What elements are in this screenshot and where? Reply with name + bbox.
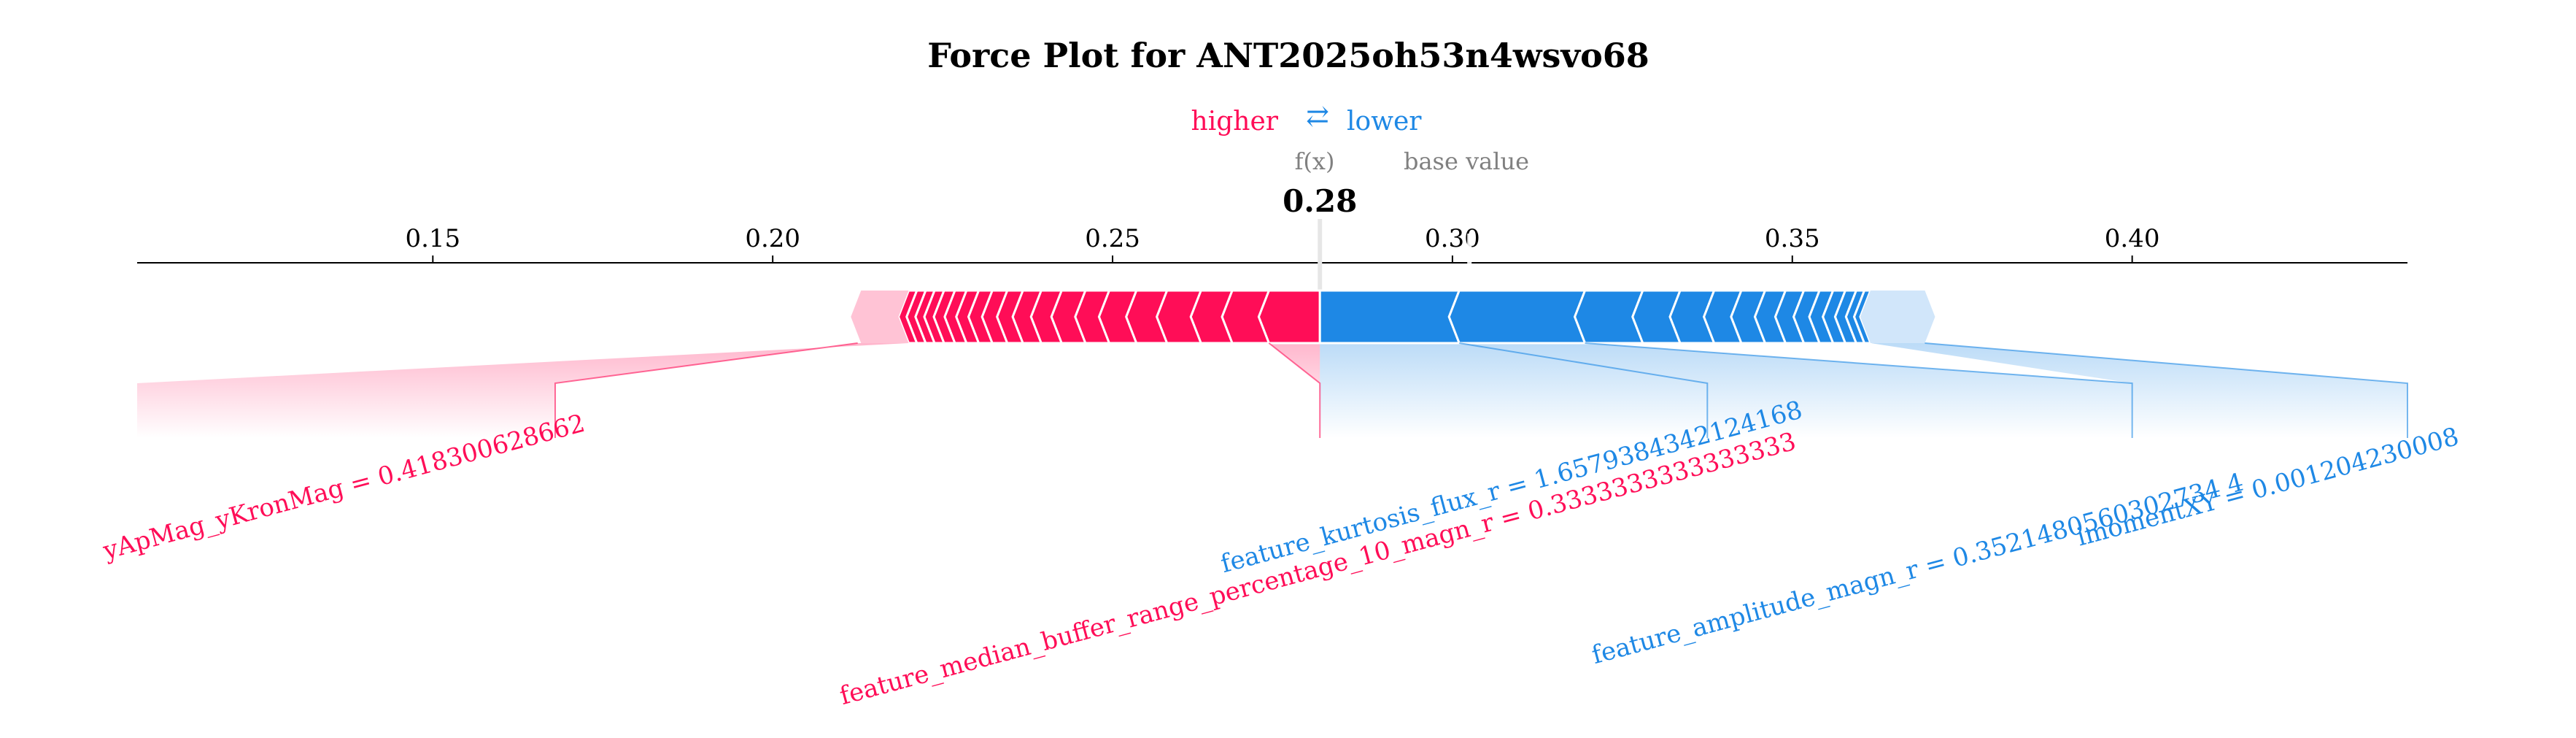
feature-label: feature_amplitude_magn_r = 0.35214805603…	[1589, 468, 2247, 671]
positive-force-segment	[1257, 289, 1321, 345]
connector-line	[1925, 342, 2408, 438]
legend-arrow-icon: ⇄	[1306, 100, 1329, 132]
negative-force-segment	[1447, 289, 1587, 345]
x-tick-label: 0.25	[1085, 224, 1140, 253]
legend-lower-label: lower	[1347, 107, 1422, 137]
connector-line	[1268, 342, 1321, 438]
force-bars	[851, 289, 1935, 345]
x-tick-label: 0.20	[745, 224, 800, 253]
positive-force-tail	[851, 291, 909, 343]
x-tick-label: 0.40	[2105, 224, 2160, 253]
connector-gradient	[1459, 343, 2132, 438]
connector-line	[1459, 342, 1709, 438]
connector-gradient	[1320, 343, 1708, 438]
label-connector-gradients	[137, 343, 2407, 438]
connector-gradient	[1870, 343, 2407, 438]
legend-higher-label: higher	[1191, 107, 1279, 137]
feature-label: feature_median_buffer_range_percentage_1…	[837, 427, 1799, 711]
output-label: f(x)	[1295, 147, 1335, 175]
connector-gradient	[1269, 343, 1320, 438]
connector-line	[554, 342, 858, 438]
x-tick-label: 0.35	[1765, 224, 1820, 253]
negative-force-tail	[1860, 291, 1935, 343]
feature-connectors	[554, 342, 2408, 438]
base-value-label: base value	[1404, 147, 1529, 175]
chart-title: Force Plot for ANT2025oh53n4wsvo68	[927, 36, 1649, 75]
connector-gradient	[137, 343, 909, 438]
connector-line	[1585, 342, 2133, 438]
negative-force-segment	[1318, 289, 1461, 345]
feature-label: imomentXY = 0.001204230008	[2073, 422, 2461, 552]
feature-labels: yApMag_yKronMag = 0.418300628662 feature_…	[99, 396, 2461, 712]
output-value: 0.28	[1283, 183, 1357, 219]
x-axis: 0.15 0.20 0.25 0.30 0.35 0.40	[137, 219, 2407, 343]
x-tick-label: 0.30	[1425, 224, 1480, 253]
x-tick-label: 0.15	[405, 224, 460, 253]
